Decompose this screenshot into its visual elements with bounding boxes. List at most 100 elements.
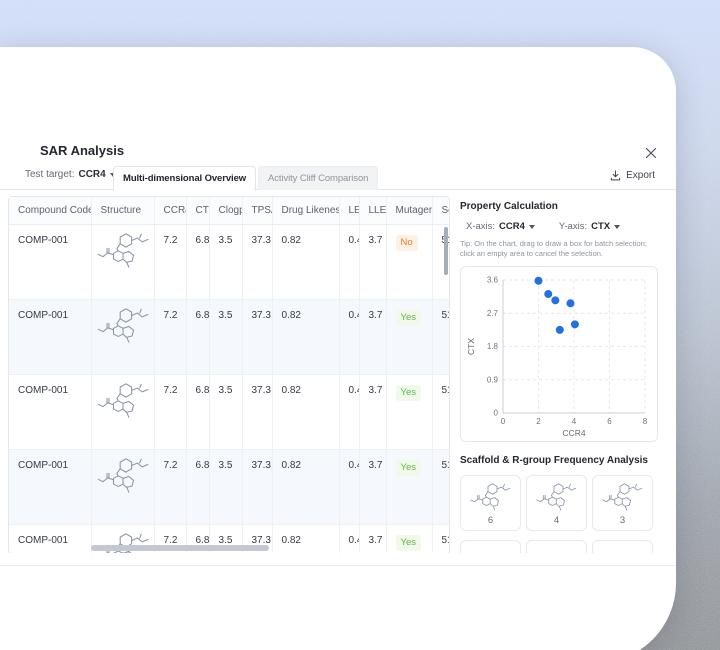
table-cell: 0.82	[272, 225, 339, 300]
table-cell: 51	[432, 450, 450, 525]
table-cell: 3.5	[209, 450, 242, 525]
x-axis-label: X-axis:	[466, 221, 495, 232]
scaffold-cards-row1: 6 4 3	[460, 475, 660, 531]
scatter-chart-card[interactable]: 0246800.91.82.73.6CCR4CTX	[460, 266, 658, 442]
table-cell	[91, 225, 154, 300]
column-header: TPSA	[242, 197, 272, 225]
scaffold-title: Scaffold & R-group Frequency Analysis	[460, 455, 660, 466]
scaffold-count: 6	[488, 515, 493, 526]
mutagenic-badge: Yes	[396, 385, 422, 401]
vertical-scrollbar[interactable]	[444, 227, 448, 275]
table-cell	[91, 300, 154, 375]
table-cell: 7.2	[154, 300, 186, 375]
page-title: SAR Analysis	[40, 143, 124, 158]
scaffold-card[interactable]: 6	[460, 475, 521, 531]
x-axis-value: CCR4	[499, 221, 525, 232]
scatter-plot[interactable]: 0246800.91.82.73.6CCR4CTX	[461, 267, 657, 441]
scaffold-card[interactable]: 4	[526, 475, 587, 531]
test-target-label: Test target:	[25, 169, 74, 180]
chevron-down-icon	[614, 225, 620, 229]
table-cell: COMP-001	[9, 375, 91, 450]
test-target-dropdown[interactable]: Test target: CCR4	[25, 169, 116, 180]
table-cell: 0.45	[339, 300, 359, 375]
molecule-structure	[533, 480, 581, 513]
tab-multi-dimensional-overview[interactable]: Multi-dimensional Overview	[113, 166, 256, 191]
svg-text:3.6: 3.6	[487, 276, 499, 285]
table-row[interactable]: COMP-0017.26.83.537.30.820.453.7No51	[9, 225, 450, 300]
svg-text:4: 4	[572, 417, 577, 426]
svg-text:0: 0	[494, 409, 499, 418]
scatter-point[interactable]	[544, 290, 552, 298]
table-row[interactable]: COMP-0017.26.83.537.30.820.453.7Yes51	[9, 450, 450, 525]
table-cell: 0.82	[272, 300, 339, 375]
table-cell: 3.5	[209, 300, 242, 375]
scaffold-card[interactable]	[526, 540, 587, 553]
export-button[interactable]: Export	[610, 170, 655, 181]
svg-text:CTX: CTX	[466, 338, 476, 355]
table-cell: 3.7	[359, 225, 386, 300]
x-axis-select[interactable]: X-axis: CCR4	[466, 221, 535, 232]
sar-analysis-window: SAR Analysis Test target: CCR4 Multi-dim…	[0, 47, 676, 650]
table-cell: 37.3	[242, 375, 272, 450]
mutagenic-badge: Yes	[396, 535, 422, 551]
scaffold-count: 4	[554, 515, 559, 526]
table-cell: 3.7	[359, 450, 386, 525]
scatter-point[interactable]	[571, 321, 579, 329]
table-cell: 6.8	[186, 225, 209, 300]
table-cell: Yes	[386, 375, 432, 450]
molecule-structure	[467, 480, 515, 513]
molecule-structure	[96, 379, 152, 421]
column-header: Drug Likeness	[272, 197, 339, 225]
svg-text:2.7: 2.7	[487, 309, 499, 318]
table-cell: COMP-001	[9, 525, 91, 554]
table-cell: No	[386, 225, 432, 300]
scaffold-card[interactable]	[460, 540, 521, 553]
svg-text:1.8: 1.8	[487, 342, 499, 351]
column-header: Clogp	[209, 197, 242, 225]
chart-tip: Tip: On the chart, drag to draw a box fo…	[460, 239, 658, 259]
column-header: LE	[339, 197, 359, 225]
scaffold-card[interactable]: 3	[592, 475, 653, 531]
scatter-point[interactable]	[556, 326, 564, 334]
column-header: CTX	[186, 197, 209, 225]
scatter-point[interactable]	[566, 300, 574, 308]
table-cell: 51	[432, 300, 450, 375]
scatter-point[interactable]	[535, 277, 543, 285]
footer-divider	[0, 565, 676, 566]
y-axis-value: CTX	[591, 221, 610, 232]
table-cell: COMP-001	[9, 450, 91, 525]
chevron-down-icon	[529, 225, 535, 229]
table-cell: 37.3	[242, 300, 272, 375]
test-target-value: CCR4	[78, 169, 105, 180]
table-cell: COMP-001	[9, 225, 91, 300]
table-cell: COMP-001	[9, 300, 91, 375]
svg-text:0.9: 0.9	[487, 376, 499, 385]
tabs: Multi-dimensional Overview Activity Clif…	[113, 166, 378, 190]
mutagenic-badge: No	[396, 235, 418, 251]
mutagenic-badge: Yes	[396, 460, 422, 476]
scatter-point[interactable]	[551, 297, 559, 305]
table-cell: 0.45	[339, 375, 359, 450]
svg-text:CCR4: CCR4	[562, 428, 585, 438]
table-cell: Yes	[386, 525, 432, 554]
column-header: Mutagenic	[386, 197, 432, 225]
close-icon[interactable]	[645, 146, 661, 162]
export-label: Export	[626, 170, 655, 181]
table-cell: 6.8	[186, 300, 209, 375]
table-cell: 3.5	[209, 225, 242, 300]
table-cell: 0.45	[339, 225, 359, 300]
table-cell: 51	[432, 375, 450, 450]
table-cell: 6.8	[186, 450, 209, 525]
table-row[interactable]: COMP-0017.26.83.537.30.820.453.7Yes51	[9, 300, 450, 375]
y-axis-label: Y-axis:	[559, 221, 587, 232]
column-header: LLE	[359, 197, 386, 225]
horizontal-scrollbar[interactable]	[91, 545, 269, 551]
tab-activity-cliff-comparison[interactable]: Activity Cliff Comparison	[258, 166, 378, 190]
table-row[interactable]: COMP-0017.26.83.537.30.820.453.7Yes51	[9, 375, 450, 450]
table-cell	[91, 375, 154, 450]
scaffold-card[interactable]	[592, 540, 653, 553]
y-axis-select[interactable]: Y-axis: CTX	[559, 221, 620, 232]
table-cell: Yes	[386, 300, 432, 375]
scaffold-cards-row2	[460, 540, 660, 553]
molecule-structure	[96, 304, 152, 346]
